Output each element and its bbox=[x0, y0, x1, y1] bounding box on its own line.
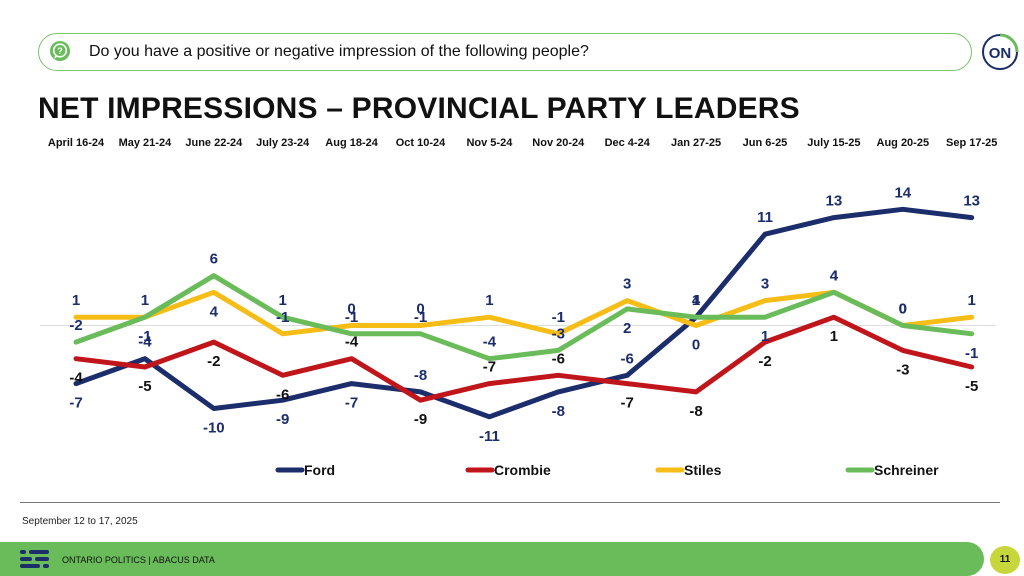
data-label-ford: -8 bbox=[552, 403, 565, 420]
data-label-stiles: 1 bbox=[968, 292, 976, 309]
data-label-crombie: -8 bbox=[689, 403, 702, 420]
series-lines bbox=[73, 206, 975, 420]
data-label-schreiner: 0 bbox=[899, 301, 907, 318]
data-label-stiles: 4 bbox=[830, 267, 839, 284]
data-label-schreiner: 1 bbox=[761, 328, 769, 345]
field-dates: September 12 to 17, 2025 bbox=[22, 516, 138, 527]
data-label-ford: -11 bbox=[479, 428, 500, 445]
data-label-schreiner: 2 bbox=[623, 320, 631, 337]
data-label-schreiner: -1 bbox=[414, 309, 427, 326]
data-label-crombie: -3 bbox=[896, 361, 909, 378]
data-label-schreiner: -1 bbox=[345, 309, 358, 326]
x-tick-label: Dec 4-24 bbox=[605, 137, 651, 149]
data-label-stiles: 0 bbox=[692, 337, 700, 354]
x-tick-label: Nov 5-24 bbox=[466, 137, 513, 149]
legend-label-schreiner: Schreiner bbox=[874, 462, 939, 478]
data-label-ford: 1 bbox=[692, 292, 700, 309]
data-label-crombie: -5 bbox=[965, 378, 978, 395]
x-tick-label: April 16-24 bbox=[48, 137, 105, 149]
data-label-ford: -9 bbox=[276, 411, 289, 428]
data-label-crombie: -5 bbox=[138, 378, 151, 395]
x-tick-label: Aug 20-25 bbox=[877, 137, 930, 149]
x-tick-label: Sep 17-25 bbox=[946, 137, 997, 149]
data-label-ford: -7 bbox=[345, 395, 358, 412]
footer-source: ONTARIO POLITICS | ABACUS DATA bbox=[62, 555, 215, 565]
legend-label-stiles: Stiles bbox=[684, 462, 722, 478]
page-number: 11 bbox=[990, 546, 1020, 574]
data-label-stiles: -1 bbox=[276, 309, 289, 326]
data-label-stiles: 0 bbox=[347, 301, 355, 318]
data-label-schreiner: 4 bbox=[692, 292, 701, 309]
on-logo-icon: ON bbox=[982, 33, 1019, 70]
data-label-stiles: 1 bbox=[485, 292, 493, 309]
x-tick-label: July 15-25 bbox=[807, 137, 860, 149]
data-label-schreiner: -1 bbox=[965, 345, 978, 362]
data-label-crombie: -7 bbox=[483, 359, 496, 376]
footer-divider bbox=[20, 502, 1000, 503]
line-chart: April 16-24 May 21-24 June 22-24 July 23-24… bbox=[40, 137, 998, 478]
data-label-schreiner: -2 bbox=[69, 317, 82, 334]
legend-label-crombie: Crombie bbox=[494, 462, 551, 478]
data-label-ford: 13 bbox=[826, 193, 843, 210]
x-tick-label: June 22-24 bbox=[185, 137, 243, 149]
data-label-ford: -7 bbox=[69, 395, 82, 412]
data-label-schreiner: -1 bbox=[138, 328, 151, 345]
legend: Ford Crombie Stiles Schreiner bbox=[275, 462, 939, 478]
data-label-stiles: 3 bbox=[761, 276, 769, 293]
data-label-schreiner: 6 bbox=[210, 251, 218, 268]
data-label-crombie: 1 bbox=[830, 328, 838, 345]
x-tick-label: July 23-24 bbox=[256, 137, 310, 149]
data-label-crombie: -2 bbox=[758, 353, 771, 370]
data-label-stiles: 3 bbox=[623, 276, 631, 293]
data-label-crombie: -6 bbox=[552, 350, 565, 367]
data-label-crombie: -4 bbox=[69, 370, 83, 387]
x-axis-labels: April 16-24 May 21-24 June 22-24 July 23-24… bbox=[48, 137, 998, 149]
data-label-stiles: 0 bbox=[899, 301, 907, 318]
x-tick-label: Jun 6-25 bbox=[743, 137, 788, 149]
data-label-stiles: 1 bbox=[72, 292, 80, 309]
data-label-ford: -6 bbox=[621, 350, 634, 367]
x-tick-label: Nov 20-24 bbox=[532, 137, 585, 149]
on-logo-text: ON bbox=[989, 45, 1012, 62]
series-line-ford bbox=[73, 206, 975, 420]
data-label-ford: -10 bbox=[203, 420, 225, 437]
legend-label-ford: Ford bbox=[304, 462, 335, 478]
data-label-stiles: 1 bbox=[141, 292, 149, 309]
footer-band bbox=[0, 542, 984, 576]
data-label-ford: -8 bbox=[414, 367, 427, 384]
data-label-ford: 14 bbox=[894, 184, 911, 201]
question-bubble-icon: ? bbox=[50, 41, 70, 61]
data-label-stiles: 4 bbox=[210, 303, 219, 320]
data-label-stiles: 0 bbox=[416, 301, 424, 318]
data-label-ford: -4 bbox=[138, 334, 152, 351]
series-line-stiles bbox=[73, 289, 975, 337]
question-bar: ? Do you have a positive or negative imp… bbox=[38, 33, 972, 71]
data-label-ford: 11 bbox=[757, 209, 773, 226]
data-label-crombie: -4 bbox=[345, 334, 359, 351]
data-label-crombie: -7 bbox=[621, 395, 634, 412]
data-label-schreiner: 4 bbox=[830, 267, 839, 284]
x-tick-label: May 21-24 bbox=[119, 137, 172, 149]
data-label-stiles: -1 bbox=[552, 309, 565, 326]
abacus-logo-icon bbox=[20, 550, 49, 568]
data-label-schreiner: -3 bbox=[552, 325, 565, 342]
question-text: Do you have a positive or negative impre… bbox=[89, 43, 589, 60]
series-line-schreiner bbox=[73, 273, 975, 362]
data-label-crombie: -2 bbox=[207, 353, 220, 370]
x-tick-label: Oct 10-24 bbox=[396, 137, 446, 149]
data-label-ford: 13 bbox=[963, 193, 980, 210]
data-label-schreiner: -4 bbox=[483, 334, 497, 351]
data-label-crombie: -9 bbox=[414, 411, 427, 428]
svg-text:?: ? bbox=[57, 46, 63, 56]
series-line-crombie bbox=[73, 314, 975, 403]
page-title: NET IMPRESSIONS – PROVINCIAL PARTY LEADE… bbox=[38, 92, 800, 125]
x-tick-label: Jan 27-25 bbox=[671, 137, 721, 149]
data-label-schreiner: 1 bbox=[279, 292, 287, 309]
x-tick-label: Aug 18-24 bbox=[325, 137, 378, 149]
data-label-crombie: -6 bbox=[276, 386, 289, 403]
